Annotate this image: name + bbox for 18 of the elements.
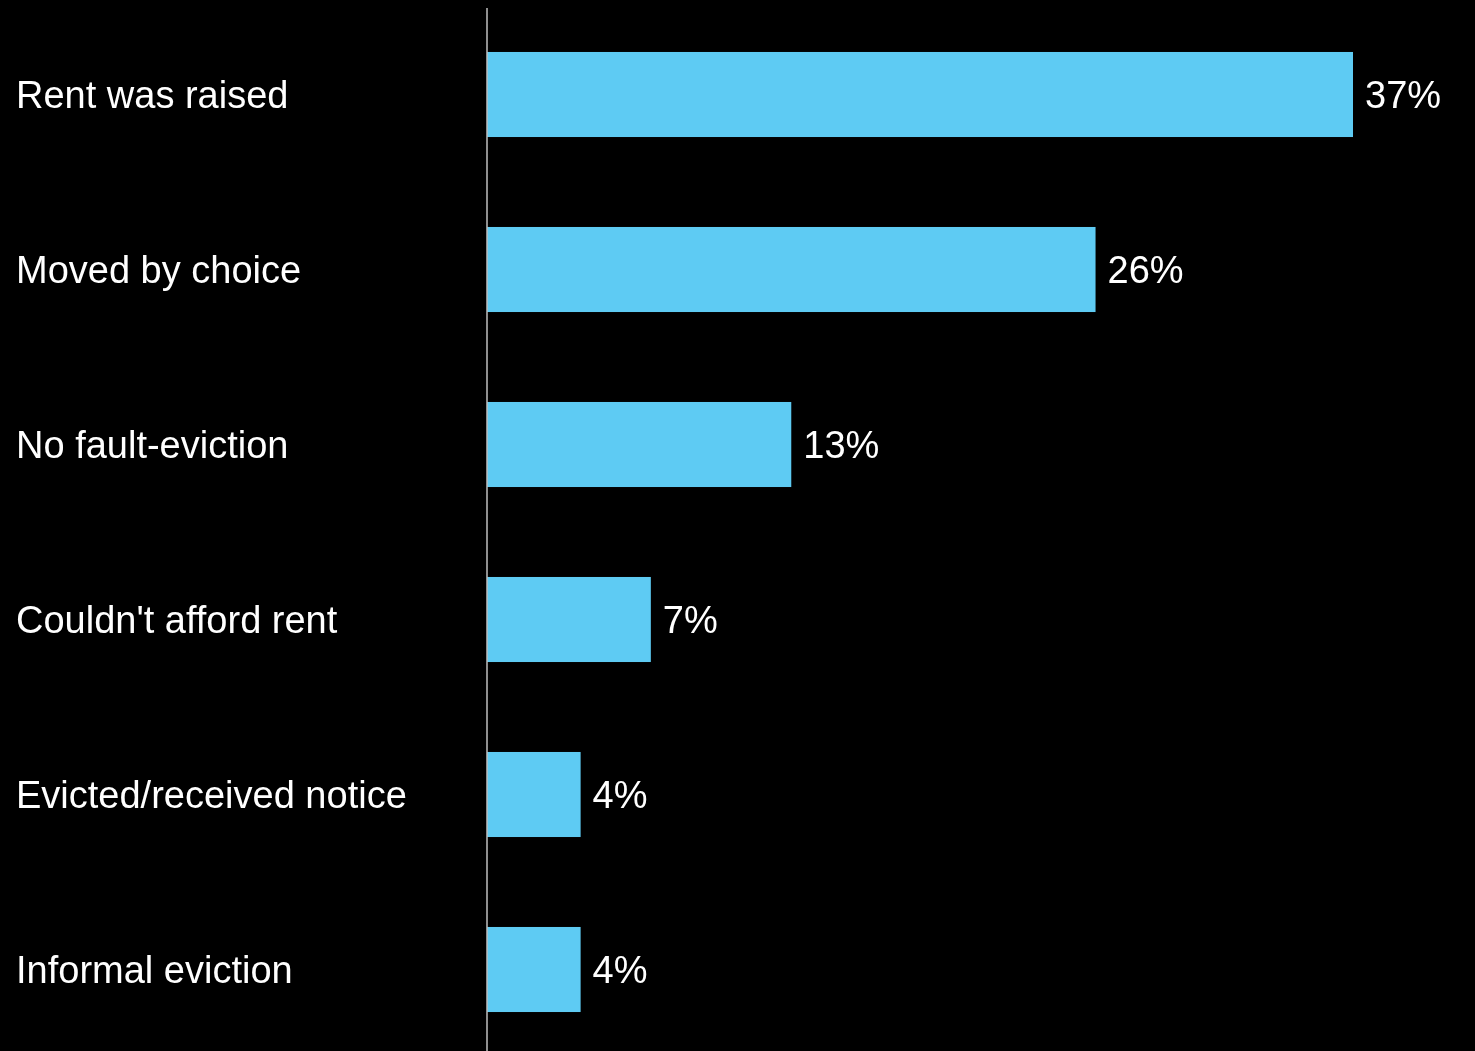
data-label: 26%	[1107, 248, 1184, 291]
y-tick-label: Evicted/received notice	[16, 773, 407, 816]
bar	[487, 401, 792, 488]
data-label: 37%	[1365, 73, 1442, 116]
data-label: 4%	[592, 948, 648, 991]
data-label: 4%	[592, 773, 648, 816]
data-label: 13%	[803, 423, 880, 466]
y-tick-label: Rent was raised	[16, 73, 289, 116]
bar	[487, 51, 1353, 138]
data-label: 7%	[662, 598, 718, 641]
y-tick-label: No fault-eviction	[16, 423, 289, 466]
y-tick-label: Couldn't afford rent	[16, 598, 338, 641]
bar	[487, 751, 581, 838]
bar	[487, 576, 651, 663]
y-tick-label: Informal eviction	[16, 948, 293, 991]
y-tick-label: Moved by choice	[16, 248, 302, 291]
bar	[487, 926, 581, 1013]
bar	[487, 226, 1096, 313]
